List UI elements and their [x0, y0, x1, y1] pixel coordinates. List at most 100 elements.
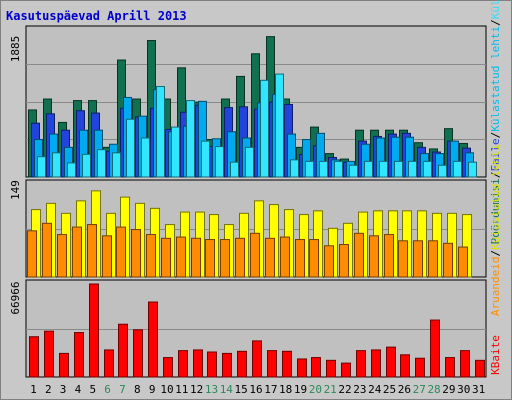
x-tick-29: 29	[442, 383, 455, 396]
bar-bottom-kbaite-27	[415, 357, 425, 378]
bar-middle-aruandeid-13	[205, 239, 215, 278]
legend-item-2-0: KBaite	[489, 335, 502, 375]
bar-bottom-kbaite-3	[59, 352, 69, 378]
x-tick-26: 26	[398, 383, 411, 396]
legend-item-1-2: Külastatud lehti	[489, 144, 502, 250]
bar-top-külastusi-17	[275, 73, 284, 178]
x-tick-30: 30	[457, 383, 470, 396]
bar-middle-aruandeid-5	[87, 224, 97, 278]
bar-middle-aruandeid-20	[309, 239, 319, 278]
x-tick-28: 28	[427, 383, 440, 396]
bar-bottom-kbaite-7	[118, 323, 128, 378]
x-tick-5: 5	[89, 383, 96, 396]
legend-item-0-1: /	[489, 172, 502, 179]
bar-bottom-kbaite-22	[341, 362, 351, 378]
bar-top-külastusi-6	[112, 152, 121, 178]
bar-bottom-kbaite-30	[460, 350, 470, 378]
bar-middle-aruandeid-14	[220, 239, 230, 278]
bar-bottom-kbaite-10	[163, 357, 173, 378]
bar-middle-aruandeid-26	[398, 240, 408, 278]
legend-middle: Aruandeid/Külastatud lehti	[489, 144, 502, 316]
bars-layer	[27, 36, 485, 378]
x-tick-1: 1	[30, 383, 37, 396]
bar-middle-aruandeid-18	[280, 236, 290, 278]
x-tick-7: 7	[119, 383, 126, 396]
bar-top-külastusi-2	[52, 152, 61, 178]
bar-top-külastusi-9	[156, 86, 165, 178]
legend-item-0-6: Külastusi	[489, 0, 502, 19]
bar-bottom-kbaite-24	[371, 349, 381, 378]
x-tick-14: 14	[220, 383, 234, 396]
bar-bottom-kbaite-2	[44, 330, 54, 378]
bar-top-külastusi-12	[201, 140, 210, 178]
bar-top-külastusi-26	[408, 160, 417, 178]
bar-bottom-kbaite-31	[475, 359, 485, 378]
x-tick-8: 8	[134, 383, 141, 396]
bar-bottom-kbaite-6	[104, 349, 114, 378]
legend-item-0-0: Pöördumisi	[489, 178, 502, 244]
bar-middle-aruandeid-1	[27, 230, 37, 278]
x-tick-12: 12	[190, 383, 203, 396]
bar-top-külastusi-24	[379, 160, 388, 178]
bar-top-külastusi-15	[245, 146, 254, 178]
bar-bottom-kbaite-26	[400, 354, 410, 378]
bar-top-külastusi-28	[438, 164, 447, 178]
bar-top-külastusi-4	[82, 153, 91, 178]
bar-top-külastusi-13	[215, 146, 224, 178]
bar-middle-aruandeid-28	[428, 240, 438, 278]
bar-bottom-kbaite-15	[237, 350, 247, 378]
bar-bottom-kbaite-16	[252, 340, 262, 378]
bar-middle-aruandeid-16	[250, 232, 260, 278]
bar-bottom-kbaite-29	[445, 357, 455, 378]
legend-item-0-5: /	[489, 19, 502, 26]
legend-top: Pöördumisi/Faile/Külastatud lehti/Külast…	[489, 0, 502, 244]
bar-middle-aruandeid-30	[458, 246, 468, 278]
bar-top-külastusi-11	[186, 100, 195, 178]
x-tick-31: 31	[472, 383, 485, 396]
bar-middle-aruandeid-10	[161, 237, 171, 278]
legend-item-0-3: /	[489, 132, 502, 139]
bar-top-külastusi-22	[349, 164, 358, 178]
x-tick-13: 13	[205, 383, 218, 396]
middle-panel-max-label: 149	[9, 180, 22, 200]
bar-middle-aruandeid-17	[265, 237, 275, 278]
bar-bottom-kbaite-13	[207, 351, 217, 378]
bar-bottom-kbaite-5	[89, 283, 99, 378]
bar-middle-aruandeid-8	[131, 229, 141, 278]
bar-top-külastusi-20	[319, 160, 328, 178]
bar-middle-aruandeid-23	[354, 232, 364, 278]
legends: Pöördumisi/Faile/Külastatud lehti/Külast…	[489, 0, 502, 375]
bar-bottom-kbaite-14	[222, 352, 232, 378]
bar-bottom-kbaite-25	[386, 346, 396, 378]
x-tick-15: 15	[235, 383, 248, 396]
bar-top-külastusi-8	[141, 137, 150, 178]
x-tick-11: 11	[175, 383, 188, 396]
legend-bottom: KBaite	[489, 335, 502, 375]
bar-middle-aruandeid-11	[176, 236, 186, 278]
x-tick-10: 10	[160, 383, 173, 396]
bar-middle-aruandeid-24	[369, 235, 379, 278]
bar-middle-aruandeid-2	[42, 222, 52, 278]
bar-bottom-kbaite-21	[326, 359, 336, 378]
x-tick-labels: 1 2 3 4 5 6 7 8 9 10 11 12 13 14 15 16 17 18 19 20 21 22 23 24 2…	[30, 383, 485, 396]
bar-top-külastusi-21	[334, 160, 343, 178]
bar-bottom-kbaite-20	[311, 357, 321, 378]
x-tick-9: 9	[149, 383, 156, 396]
bar-middle-aruandeid-6	[102, 235, 112, 278]
bar-bottom-kbaite-18	[282, 350, 292, 378]
bottom-panel-max-label: 66966	[9, 281, 22, 314]
x-tick-25: 25	[383, 383, 396, 396]
bar-top-külastusi-16	[260, 79, 269, 178]
legend-item-1-1: /	[489, 250, 502, 257]
bar-middle-aruandeid-27	[413, 240, 423, 278]
legend-item-0-2: Faile	[489, 138, 502, 171]
bar-middle-aruandeid-25	[384, 234, 394, 278]
bar-top-külastusi-10	[171, 126, 180, 178]
bar-top-külastusi-14	[230, 161, 239, 178]
bar-middle-aruandeid-21	[324, 245, 334, 278]
bar-bottom-kbaite-4	[74, 332, 84, 378]
bar-bottom-kbaite-19	[297, 358, 307, 378]
bar-middle-aruandeid-22	[339, 244, 349, 278]
bar-bottom-kbaite-12	[193, 349, 203, 378]
